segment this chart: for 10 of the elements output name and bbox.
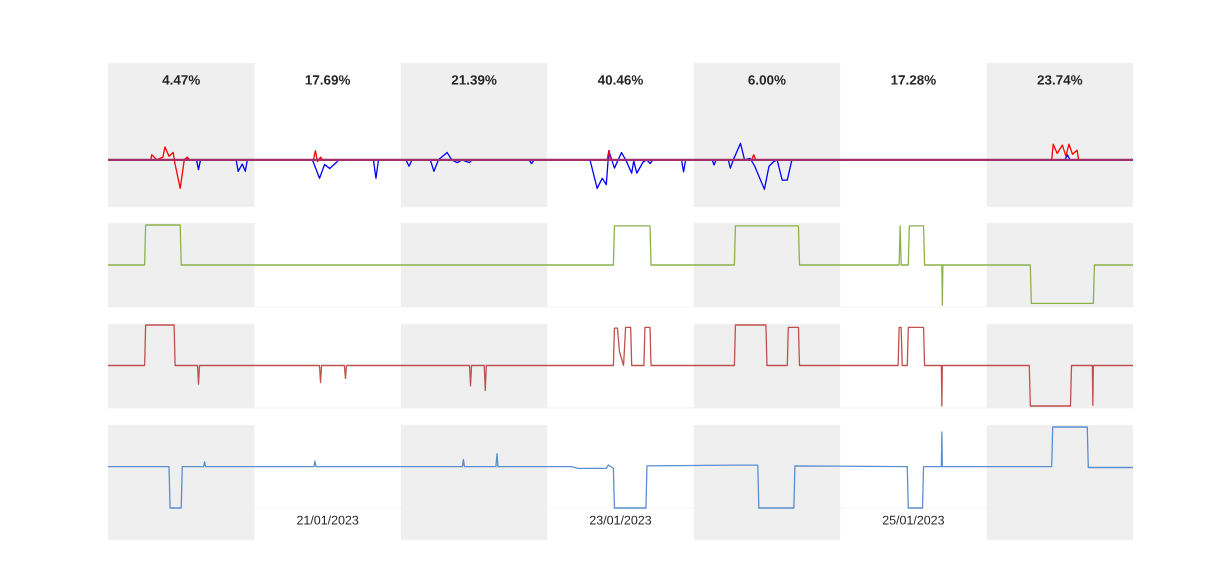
x-tick-label: 21/01/2023 [297, 515, 359, 525]
text: 6.00% [748, 75, 786, 85]
x-tick-label: 23/01/2023 [589, 515, 652, 525]
text: 23.74% [1037, 75, 1083, 85]
text: 21.39% [451, 75, 497, 85]
text: 17.28% [891, 75, 936, 85]
text: 4.47% [162, 75, 200, 85]
x-tick-label: 25/01/2023 [882, 515, 944, 525]
text: 40.46% [597, 75, 643, 85]
text: 17.69% [305, 75, 351, 85]
